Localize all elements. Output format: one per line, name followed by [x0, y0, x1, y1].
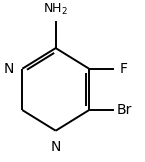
Text: F: F [119, 62, 127, 76]
Text: Br: Br [116, 103, 132, 117]
Text: N: N [3, 62, 14, 76]
Text: NH$_2$: NH$_2$ [43, 2, 68, 17]
Text: N: N [50, 140, 61, 154]
